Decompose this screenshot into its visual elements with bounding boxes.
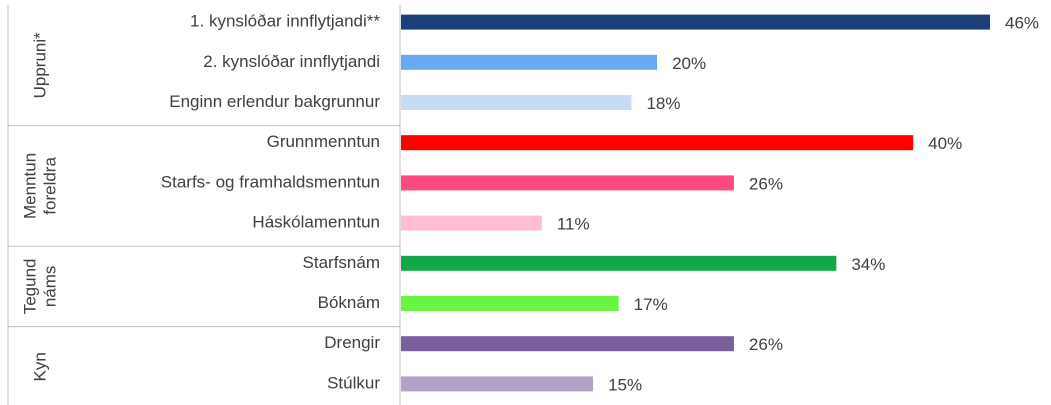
category-label: Bóknám [318,293,380,312]
category-label: Starfs- og framhaldsmenntun [161,172,380,191]
bar [401,14,990,30]
value-label: 20% [672,54,706,73]
value-label: 26% [749,335,783,354]
bar [401,336,734,352]
category-label: Háskólamenntun [252,213,380,232]
value-label: 26% [749,174,783,193]
group-label: Tegund [20,259,39,315]
bar [401,175,734,191]
bar [401,296,619,311]
group-label: foreldra [40,157,59,215]
bar [401,215,542,231]
category-label: Enginn erlendur bakgrunnur [169,92,380,111]
group-label: Uppruni* [30,32,49,99]
value-label: 11% [557,215,590,234]
value-label: 46% [1005,14,1039,33]
value-label: 18% [646,94,680,113]
bar [401,376,594,392]
group-label: Menntun [20,153,39,219]
bar [401,135,914,151]
bar [401,255,837,271]
bar [401,54,658,70]
group-label: Kyn [30,352,49,381]
category-label: 2. kynslóðar innflytjandi [203,52,380,71]
value-label: 15% [608,375,642,394]
category-label: Drengir [324,333,380,352]
value-label: 34% [851,255,885,274]
value-label: 40% [928,134,962,153]
category-label: Starfsnám [303,253,380,272]
value-label: 17% [634,295,668,314]
category-label: Stúlkur [327,373,380,392]
category-label: Grunnmenntun [267,132,380,151]
group-label: náms [40,266,59,308]
category-label: 1. kynslóðar innflytjandi** [190,12,380,31]
bar [401,95,632,110]
